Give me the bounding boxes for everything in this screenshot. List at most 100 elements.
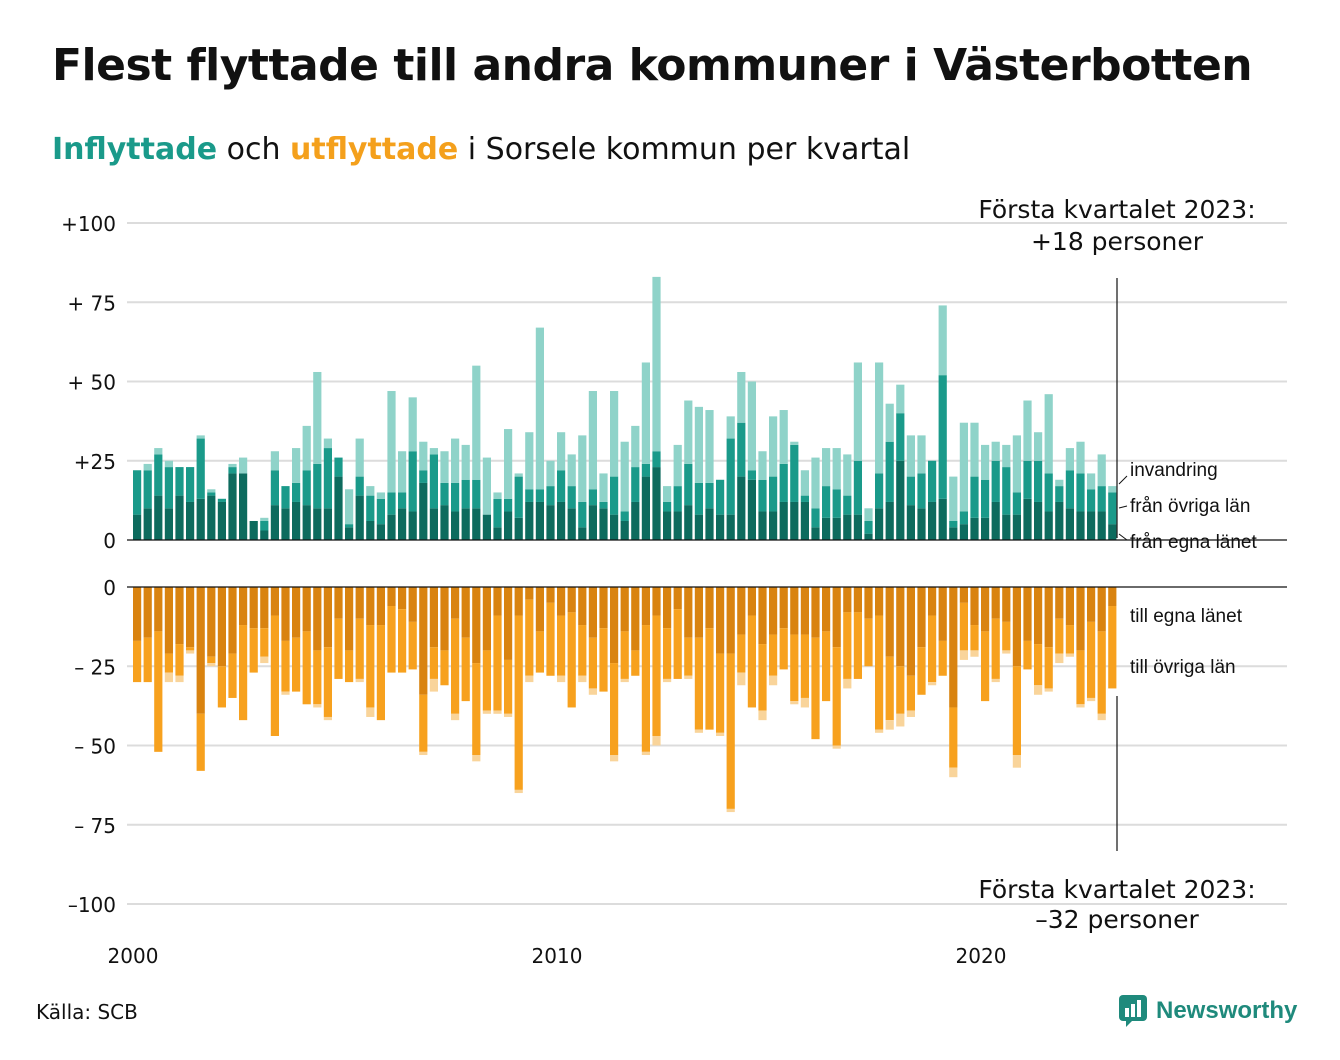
bar-in-own: [705, 508, 714, 540]
bar-in-other: [1055, 486, 1064, 502]
segment-label-invandring: invandring: [1130, 460, 1218, 481]
bar-out-own: [747, 587, 756, 616]
bar-in-own: [684, 505, 693, 540]
segment-label-till-egna-lanet: till egna länet: [1130, 606, 1243, 627]
bar-in-immigration: [1076, 441, 1085, 474]
bar-in-other: [355, 476, 364, 496]
bar-out-other: [864, 618, 873, 667]
bar-in-immigration: [398, 451, 407, 493]
bar-in-other: [1012, 492, 1021, 515]
bar-out-other: [631, 650, 640, 676]
bar-out-other: [207, 656, 216, 664]
bar-out-own: [875, 587, 884, 616]
bar-out-own: [1065, 587, 1074, 626]
bar-out-own: [281, 587, 290, 641]
bar-out-other: [1023, 640, 1032, 670]
bar-in-own: [875, 508, 884, 540]
bar-in-immigration: [535, 327, 544, 490]
bar-in-other: [281, 486, 290, 509]
bar-in-own: [440, 505, 449, 540]
bar-out-other: [313, 650, 322, 705]
bar-in-own: [896, 460, 905, 540]
bar-in-immigration: [938, 305, 947, 376]
bar-out-emigration: [758, 710, 767, 721]
bar-out-other: [398, 609, 407, 673]
bar-out-other: [747, 615, 756, 708]
bar-in-other: [864, 520, 873, 534]
bar-out-own: [451, 587, 460, 619]
bar-in-immigration: [832, 448, 841, 490]
subtitle-inflyttade: Inflyttade: [52, 132, 218, 167]
bar-in-own: [557, 501, 566, 540]
bar-in-immigration: [769, 416, 778, 477]
bar-out-emigration: [991, 678, 1000, 683]
bar-in-own: [1087, 511, 1096, 540]
bar-in-immigration: [726, 416, 735, 439]
y-tick-label-in: 0: [103, 529, 116, 553]
bar-out-emigration: [800, 697, 809, 708]
bar-in-immigration: [260, 517, 269, 521]
bar-out-other: [578, 625, 587, 676]
bar-in-other: [684, 463, 693, 506]
bar-in-immigration: [313, 371, 322, 464]
bar-in-other: [472, 479, 481, 509]
bar-in-other: [376, 498, 385, 525]
bar-out-own: [557, 587, 566, 616]
bar-out-own: [1055, 587, 1064, 619]
bar-in-other: [143, 470, 152, 509]
bar-out-own: [196, 587, 205, 714]
bar-out-own: [1044, 587, 1053, 648]
bar-in-own: [461, 508, 470, 540]
bar-in-immigration: [705, 410, 714, 483]
bar-out-own: [1034, 587, 1043, 645]
bar-out-own: [217, 587, 226, 667]
bar-out-other: [461, 637, 470, 702]
bar-out-emigration: [620, 678, 629, 683]
bar-out-own: [906, 587, 915, 676]
bar-in-other: [1034, 460, 1043, 502]
bar-out-emigration: [493, 710, 502, 714]
bar-in-own: [928, 501, 937, 540]
bar-in-own: [270, 505, 279, 540]
bar-out-own: [705, 587, 714, 629]
bar-in-other: [631, 467, 640, 502]
bar-out-other: [154, 631, 163, 752]
bar-out-other: [186, 647, 195, 651]
bar-out-emigration: [928, 682, 937, 686]
bar-in-own: [345, 527, 354, 540]
bar-in-own: [981, 517, 990, 540]
bar-in-immigration: [843, 454, 852, 496]
bar-in-other: [875, 473, 884, 509]
bar-out-other: [588, 637, 597, 689]
bar-out-other: [928, 615, 937, 683]
bar-out-emigration: [885, 720, 894, 730]
bar-out-other: [387, 606, 396, 673]
bar-out-own: [429, 587, 438, 648]
bar-in-immigration: [949, 476, 958, 521]
bar-in-immigration: [440, 451, 449, 483]
bar-in-immigration: [1065, 448, 1074, 471]
bar-out-own: [652, 587, 661, 616]
bar-in-own: [578, 527, 587, 540]
bar-in-immigration: [164, 460, 173, 468]
bar-in-own: [408, 511, 417, 540]
bar-out-other: [345, 650, 354, 683]
bar-out-emigration: [970, 650, 979, 657]
bar-in-own: [726, 514, 735, 540]
bar-out-other: [472, 663, 481, 756]
bar-out-emigration: [482, 710, 491, 714]
bar-in-immigration: [1034, 432, 1043, 461]
bar-in-other: [196, 438, 205, 499]
bar-in-own: [398, 508, 407, 540]
bar-in-immigration: [472, 365, 481, 480]
bar-out-other: [949, 707, 958, 768]
bar-out-other: [292, 637, 301, 692]
bar-in-other: [970, 476, 979, 518]
bar-out-own: [1012, 587, 1021, 667]
y-tick-label-out: 0: [103, 576, 116, 600]
bar-in-immigration: [853, 362, 862, 461]
bar-out-own: [769, 587, 778, 635]
bar-out-other: [143, 637, 152, 683]
bar-in-other: [811, 508, 820, 528]
bar-in-own: [991, 501, 1000, 540]
